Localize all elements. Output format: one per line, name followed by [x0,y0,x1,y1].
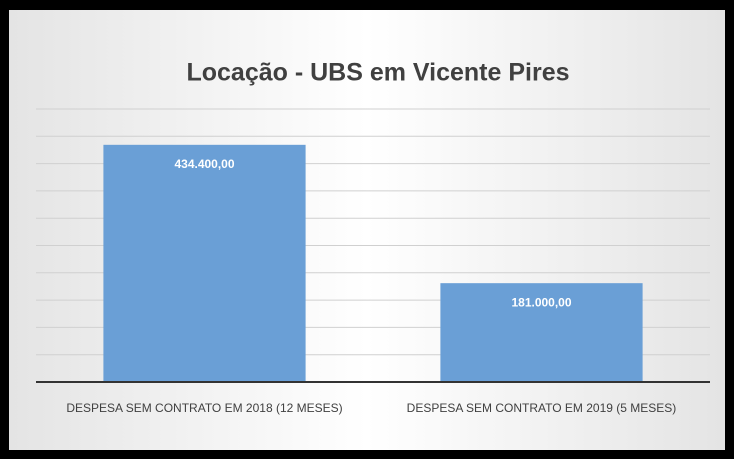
chart-title: Locação - UBS em Vicente Pires [186,59,569,87]
x-tick-label: DESPESA SEM CONTRATO EM 2019 (5 MESES) [406,401,677,415]
bar [440,283,643,382]
data-label: 181.000,00 [511,295,571,309]
x-tick-label: DESPESA SEM CONTRATO EM 2018 (12 MESES) [66,401,343,415]
data-label: 434.400,00 [174,157,234,171]
bar [103,144,306,382]
